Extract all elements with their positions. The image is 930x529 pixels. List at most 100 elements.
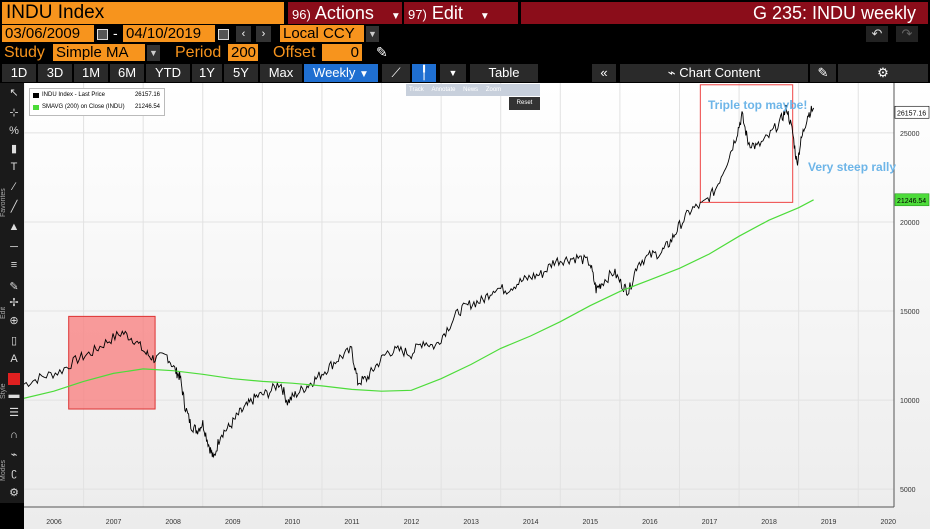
prev-period-button[interactable]: ‹ [236,26,251,42]
move-icon[interactable]: ✢ [9,297,19,309]
legend-ma-value: 21246.54 [134,104,160,110]
range-5y-button[interactable]: 5Y [224,64,258,82]
chart-content-icon: ⌁ [667,65,676,80]
settings-icon[interactable]: ⚙ [9,487,19,499]
edit-chart-icon[interactable]: ✎ [810,64,836,82]
study-dropdown-icon[interactable]: ▼ [147,45,160,61]
line-style-icon[interactable]: ▬ [8,389,20,401]
width-icon[interactable]: ☰ [9,407,19,419]
track-button[interactable]: Track [409,87,424,93]
last-price-label-box [894,105,930,119]
range-ytd-button[interactable]: YTD [146,64,190,82]
delete-icon[interactable]: ▯ [10,335,18,347]
chart-type-dropdown-icon[interactable]: ▼ [440,64,466,82]
modes-section-label: Modes [0,459,7,481]
y-tick-label: 15000 [900,309,920,316]
y-tick-label: 20000 [900,220,920,227]
collapse-icon[interactable]: « [592,64,616,82]
x-tick-label: 2019 [821,519,837,526]
chart-background [24,83,930,529]
x-tick-label: 2014 [523,519,539,526]
news-button[interactable]: News [463,87,479,93]
edit-label: Edit [431,3,463,23]
frequency-label: Weekly [313,65,356,80]
x-tick-label: 2010 [285,519,301,526]
y-tick-label: 10000 [900,398,920,405]
start-date-field[interactable]: 03/06/2009 [2,25,94,42]
next-period-button[interactable]: › [256,26,271,42]
redo-icon[interactable]: ↷ [896,26,918,42]
actions-label: Actions [314,3,374,23]
draw-icon[interactable]: ╱ [10,201,18,213]
edit-number: 97) [408,7,427,22]
calendar-icon[interactable] [218,29,229,40]
annotate-icon[interactable]: T [10,161,18,173]
range-1y-button[interactable]: 1Y [192,64,222,82]
price-chart[interactable]: 5000 10000 15000 20000 25000 2006 2007 2008 2009… [24,83,930,529]
ma-swatch [33,105,39,110]
line-chart-icon[interactable]: ⟋ [382,64,410,82]
range-3d-button[interactable]: 3D [38,64,72,82]
title-bar: INDU Index 96) Actions ▼ 97) Edit ▼ G 23… [0,0,930,26]
ma-series-line [24,199,814,399]
edit-menu-button[interactable]: 97) Edit ▼ [404,2,518,24]
highlight-box-1 [68,315,156,410]
percent-icon[interactable]: % [9,125,19,137]
trend-icon[interactable]: ∕ [13,181,15,193]
price-swatch [33,93,39,98]
magnet-icon[interactable]: ∩ [10,429,18,441]
x-tick-label: 2011 [344,519,359,526]
chart-content-button[interactable]: ⌁ Chart Content [620,64,808,82]
brush-icon[interactable]: ▲ [8,221,20,233]
channel-icon[interactable]: ≡ [10,259,18,271]
text-icon[interactable]: A [10,353,18,365]
range-1d-button[interactable]: 1D [2,64,36,82]
y-tick-label: 25000 [900,131,920,138]
color-swatch-icon[interactable] [8,373,20,385]
range-max-button[interactable]: Max [260,64,302,82]
undo-icon[interactable]: ↶ [866,26,888,42]
crosshair-icon[interactable]: ⊹ [9,107,19,119]
x-tick-label: 2009 [225,519,241,526]
x-tick-label: 2006 [46,519,62,526]
currency-dropdown-icon[interactable]: ▼ [366,26,379,42]
lasso-icon[interactable]: ✎ [9,281,19,293]
range-toolbar: 1D 3D 1M 6M YTD 1Y 5Y Max Weekly ▼ ⟋ ╿ ▼… [0,63,930,83]
bar-chart-icon[interactable]: ╿ [412,64,436,82]
period-label: Period [175,44,222,61]
hline-icon[interactable]: ─ [10,241,18,253]
settings-gear-icon[interactable]: ⚙ [838,64,928,82]
chevron-down-icon: ▼ [479,11,490,22]
pencil-icon[interactable]: ✎ [376,44,388,60]
currency-select[interactable]: Local CCY [280,25,364,42]
reset-button[interactable]: Reset [509,97,540,110]
range-1m-button[interactable]: 1M [74,64,108,82]
table-button[interactable]: Table [470,64,538,82]
chart-area[interactable]: 5000 10000 15000 20000 25000 2006 2007 2008 2009… [24,83,930,529]
actions-menu-button[interactable]: 96) Actions ▼ [288,2,402,24]
steep-rally-annotation: Very steep rally [808,160,897,174]
frequency-select[interactable]: Weekly ▼ [304,64,378,82]
annotate-button[interactable]: Annotate [431,87,456,93]
bar-icon[interactable]: ▮ [10,143,18,155]
range-6m-button[interactable]: 6M [110,64,144,82]
x-tick-label: 2007 [106,519,122,526]
offset-input[interactable]: 0 [322,44,362,61]
zoom-icon[interactable]: ⊕ [9,315,19,327]
ticker-field[interactable]: INDU Index [2,2,284,24]
legend-price-label: INDU Index - Last Price [42,92,106,98]
study-select[interactable]: Simple MA [53,44,145,61]
calendar-icon[interactable] [97,29,108,40]
x-tick-label: 2018 [761,519,777,526]
y-tick-label: 5000 [900,487,916,494]
snap-icon[interactable]: ⌁ [10,449,18,461]
x-tick-label: 2016 [642,519,658,526]
chart-content-label: Chart Content [679,65,761,80]
pointer-icon[interactable]: ↖ [9,87,19,99]
period-input[interactable]: 200 [228,44,258,61]
x-tick-label: 2012 [404,519,420,526]
end-date-field[interactable]: 04/10/2019 [123,25,215,42]
zoom-button[interactable]: Zoom [485,87,502,93]
link-icon[interactable]: ʗ [11,467,17,479]
triple-top-annotation: Triple top maybe! [708,98,808,112]
